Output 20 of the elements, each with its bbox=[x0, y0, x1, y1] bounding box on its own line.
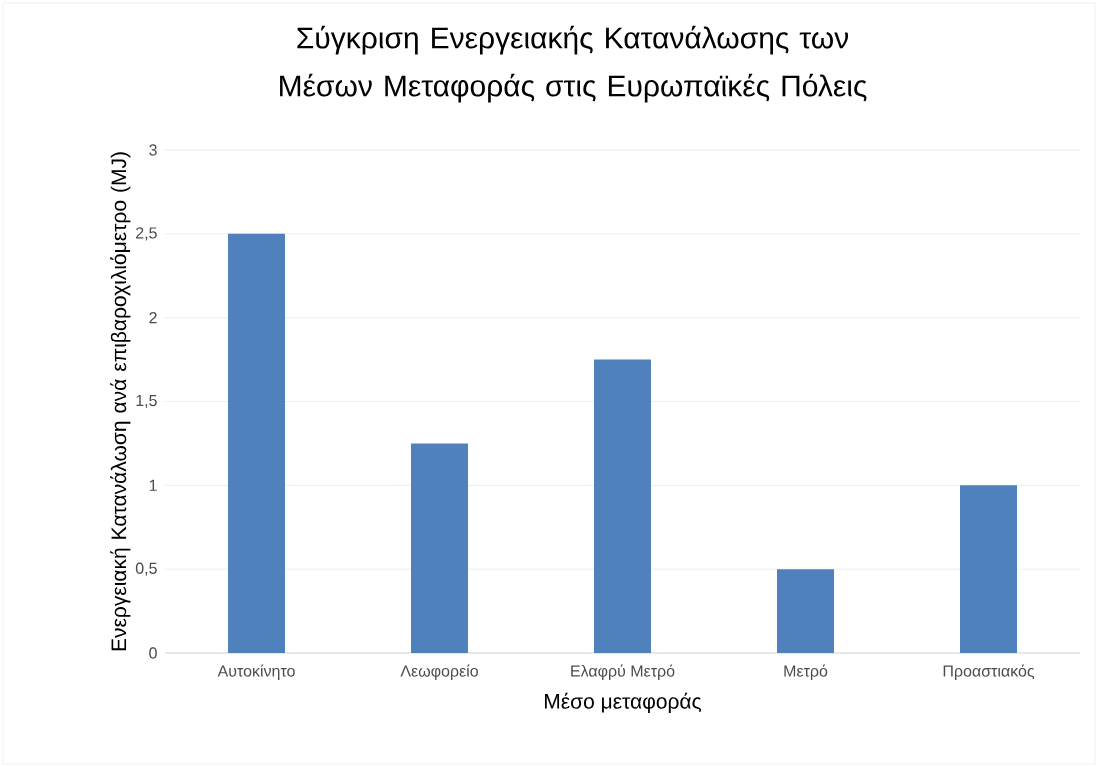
bar bbox=[594, 359, 651, 653]
y-tick-label: 1 bbox=[149, 479, 157, 491]
bar bbox=[411, 443, 468, 653]
bar bbox=[960, 485, 1018, 653]
x-tick-label: Αυτοκίνητο bbox=[217, 664, 295, 680]
y-tick-label: 3 bbox=[149, 144, 157, 156]
chart-title: Σύγκριση Ενεργειακής Κατανάλωσης των Μέσων Μεταφοράς στις Ευρωπαϊκές Πόλεις bbox=[280, 25, 867, 103]
y-tick-label: 0,5 bbox=[135, 562, 157, 576]
x-tick-label: Μετρό bbox=[784, 664, 828, 680]
y-tick-label: 2 bbox=[149, 312, 157, 324]
x-tick-label: Προαστιακός bbox=[943, 664, 1035, 680]
bar bbox=[777, 569, 835, 653]
y-axis-title: Ενεργειακή Κατανάλωση ανά επιβαροχιλιόμετρο (MJ) bbox=[110, 152, 131, 651]
x-tick-label: Ελαφρύ Μετρό bbox=[571, 664, 675, 680]
y-tick-label: 0 bbox=[149, 647, 157, 659]
x-tick-label: Λεωφορείο bbox=[400, 664, 478, 680]
y-tick-label: 1,5 bbox=[136, 394, 157, 409]
bar bbox=[228, 233, 285, 653]
x-axis-title: Μέσο μεταφοράς bbox=[545, 692, 702, 713]
y-tick-label: 2,5 bbox=[136, 227, 157, 241]
